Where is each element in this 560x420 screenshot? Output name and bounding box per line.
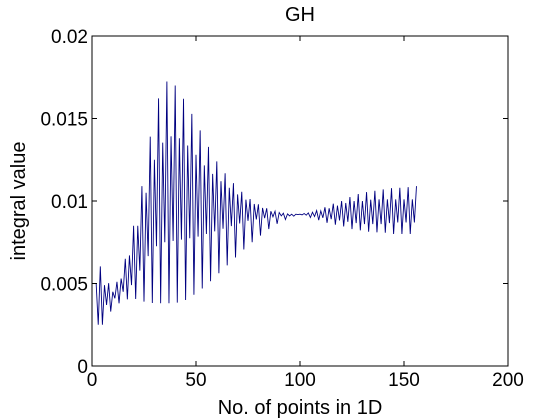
x-tick-label: 0 <box>87 370 98 391</box>
x-tick-label: 150 <box>388 370 420 391</box>
y-tick-label: 0.005 <box>40 275 88 296</box>
y-axis-title: integral value <box>8 142 30 261</box>
y-tick-label: 0.01 <box>51 192 88 213</box>
tick-layer: 0 50 100 150 200 0 0.005 0.01 0.015 0.02 <box>40 27 523 391</box>
y-tick-label: 0.02 <box>51 27 88 48</box>
series-line <box>95 81 417 325</box>
chart-title: GH <box>285 4 315 26</box>
data-layer <box>95 81 417 325</box>
x-axis-title: No. of points in 1D <box>218 397 383 419</box>
y-tick-label: 0.015 <box>40 110 88 131</box>
y-tick-label: 0 <box>77 357 88 378</box>
plot-area <box>92 36 508 366</box>
x-tick-label: 200 <box>492 370 524 391</box>
x-tick-label: 100 <box>284 370 316 391</box>
x-tick-label: 50 <box>185 370 206 391</box>
